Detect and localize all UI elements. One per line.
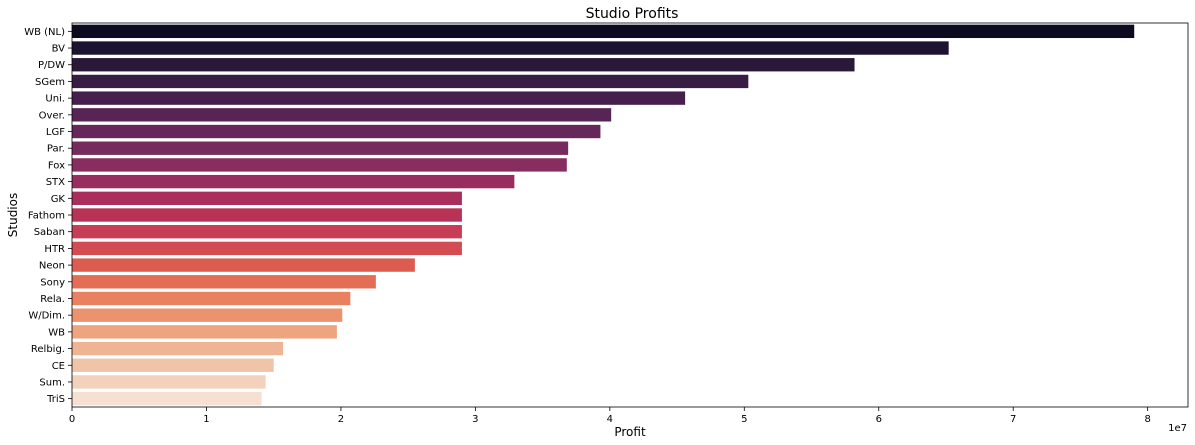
y-axis-label: Studios <box>6 193 20 237</box>
y-tick-label: BV <box>52 44 66 55</box>
bar-5 <box>72 108 612 122</box>
y-tick-label: HTR <box>44 244 65 255</box>
x-tick-labels: 0 1 2 3 4 5 6 7 8 <box>69 407 1151 425</box>
x-tick-label: 6 <box>876 414 882 425</box>
bar-21 <box>72 375 266 389</box>
x-tick-label: 7 <box>1010 414 1016 425</box>
y-tick-label: TriS <box>46 394 65 405</box>
bar-19 <box>72 341 284 356</box>
bar-2 <box>72 58 855 72</box>
bar-16 <box>72 291 351 306</box>
bar-15 <box>72 275 376 289</box>
y-tick-label: GK <box>51 194 66 205</box>
bar-20 <box>72 358 274 372</box>
y-tick-label: Fathom <box>28 211 65 222</box>
bar-13 <box>72 241 462 256</box>
y-tick-label: STX <box>46 177 65 188</box>
bar-4 <box>72 91 686 105</box>
y-tick-label: P/DW <box>38 60 65 71</box>
bar-18 <box>72 325 337 339</box>
bars-group <box>72 24 1135 406</box>
bar-10 <box>72 191 462 205</box>
x-axis-label: Profit <box>614 425 646 439</box>
y-tick-label: Rela. <box>40 294 65 305</box>
x-tick-label: 3 <box>472 414 478 425</box>
y-tick-label: WB <box>48 327 65 338</box>
y-tick-label: Par. <box>47 144 65 155</box>
bar-9 <box>72 174 515 189</box>
y-tick-label: Over. <box>39 110 65 121</box>
x-tick-label: 2 <box>338 414 344 425</box>
y-tick-label: Saban <box>34 227 65 238</box>
y-tick-label: LGF <box>46 127 65 138</box>
y-tick-labels: WB (NL) BV P/DW SGem Uni. Over. LGF Par. Fox STX G… <box>24 27 72 405</box>
bar-8 <box>72 158 567 172</box>
x-tick-label: 8 <box>1144 414 1150 425</box>
x-tick-label: 0 <box>69 414 75 425</box>
y-tick-label: Neon <box>39 261 65 272</box>
bar-12 <box>72 225 462 239</box>
y-tick-label: CE <box>52 361 65 372</box>
y-tick-label: SGem <box>35 77 65 88</box>
bar-14 <box>72 258 415 272</box>
bar-3 <box>72 74 749 89</box>
bar-17 <box>72 308 343 322</box>
chart-title: Studio Profits <box>586 6 679 22</box>
bar-0 <box>72 24 1135 39</box>
bar-7 <box>72 141 569 155</box>
bar-11 <box>72 208 462 222</box>
y-tick-label: Sony <box>40 277 65 288</box>
y-tick-label: Fox <box>48 160 65 171</box>
x-scale-offset: 1e7 <box>1168 423 1187 434</box>
x-tick-label: 5 <box>741 414 747 425</box>
y-tick-label: Sum. <box>39 377 65 388</box>
y-tick-label: WB (NL) <box>24 27 65 38</box>
x-tick-label: 4 <box>607 414 613 425</box>
bar-1 <box>72 41 949 55</box>
y-tick-label: Uni. <box>45 94 65 105</box>
x-tick-label: 1 <box>203 414 209 425</box>
bar-22 <box>72 391 262 406</box>
bar-6 <box>72 124 601 139</box>
y-tick-label: W/Dim. <box>28 311 65 322</box>
y-tick-label: Relbig. <box>31 344 65 355</box>
